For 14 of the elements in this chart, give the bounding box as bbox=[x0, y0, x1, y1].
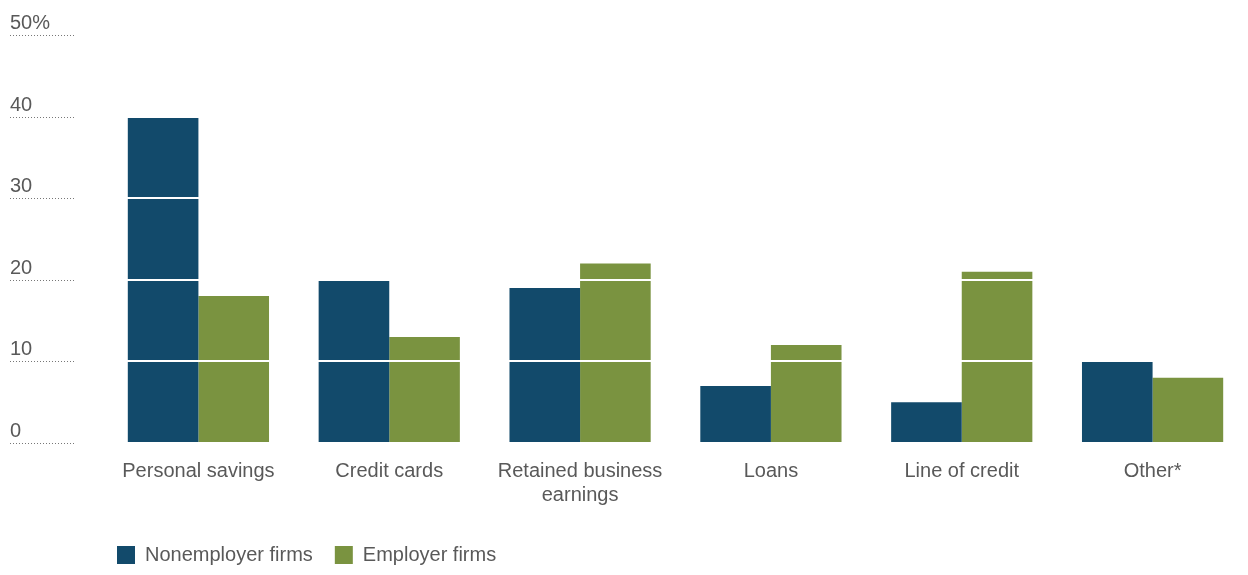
x-tick-label: Loans bbox=[743, 458, 799, 481]
y-tick-label: 30 bbox=[10, 173, 33, 196]
x-tick-label: Line of credit bbox=[904, 458, 1020, 481]
x-tick-label: Personal savings bbox=[122, 458, 275, 481]
y-tick-label: 50% bbox=[10, 10, 51, 33]
y-tick-label: 20 bbox=[10, 255, 33, 278]
legend-label: Nonemployer firms bbox=[145, 542, 313, 565]
y-tick-label: 10 bbox=[10, 336, 33, 359]
legend-label: Employer firms bbox=[362, 542, 497, 565]
x-tick-label: Retained business earnings bbox=[497, 458, 663, 505]
x-tick-label: Credit cards bbox=[335, 458, 444, 481]
x-tick-label: Other* bbox=[1123, 458, 1182, 481]
y-tick-label: 0 bbox=[10, 418, 22, 441]
y-tick-label: 40 bbox=[10, 92, 33, 115]
